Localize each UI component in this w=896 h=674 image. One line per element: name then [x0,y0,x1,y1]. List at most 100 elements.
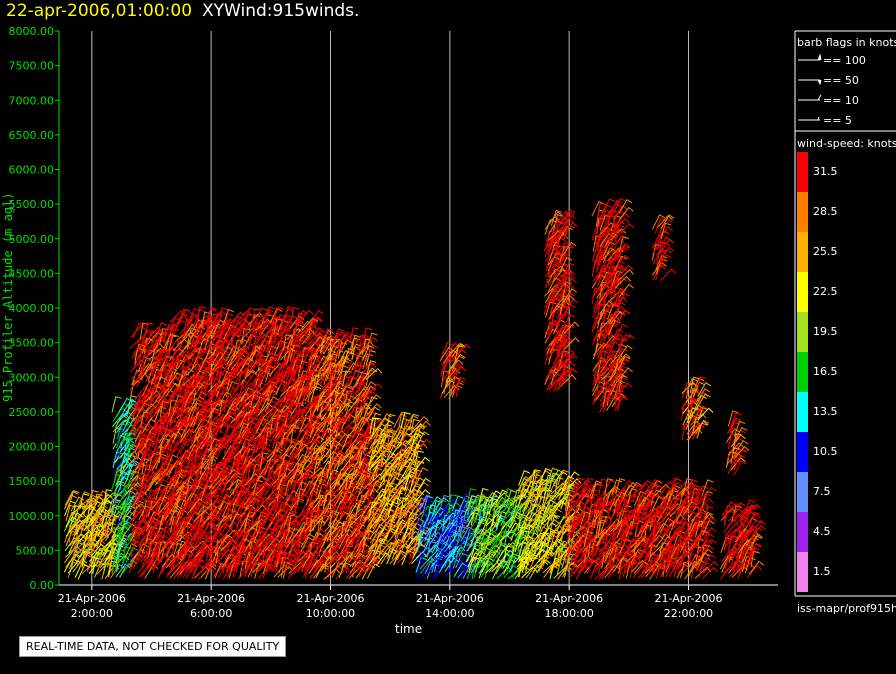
wind-barb [141,537,154,554]
wind-barb [247,408,261,424]
wind-barb [324,328,334,345]
wind-barb [280,308,294,324]
wind-barb [358,334,369,351]
wind-barb [247,547,260,564]
wind-barb [138,495,153,511]
wind-barb [297,402,307,419]
wind-barb [251,308,261,325]
wind-barb [300,322,317,336]
barb-flag-10: == 10 [823,94,859,107]
wind-barb [371,501,382,518]
wind-barb [363,327,372,345]
wind-barb [312,349,325,366]
y-tick-label: 1000.00 [9,510,55,523]
wind-barb [347,494,358,512]
wind-barb [122,499,134,516]
wind-barb [233,348,249,362]
wind-barb [230,410,247,424]
wind-barb [355,371,368,387]
wind-barb [172,542,184,559]
wind-barb [246,486,262,501]
wind-barb [404,530,421,545]
wind-barb [236,551,247,569]
wind-barb [401,419,413,436]
wind-barb [240,463,253,480]
wind-barb [369,480,382,496]
wind-barb [360,505,372,522]
wind-barb [77,491,91,507]
wind-barb [150,424,167,439]
wind-barb [247,464,256,481]
wind-barb [309,309,324,325]
wind-barb [255,375,268,392]
y-tick-label: 3000.00 [9,371,55,384]
wind-barb [240,455,255,470]
y-tick-label: 6000.00 [9,164,55,177]
wind-barb [262,508,278,522]
wind-barb [96,498,112,512]
wind-barb [167,519,183,533]
wind-barb [144,541,156,559]
wind-barb [394,521,407,538]
wind-barb [352,383,368,397]
wind-barb [229,482,245,497]
wind-barb [261,438,271,455]
wind-barb [257,546,274,559]
wind-barb [156,361,171,376]
wind-barb [361,361,376,377]
wind-barb [366,332,378,349]
wind-barb [327,417,340,433]
wind-barb [193,536,205,553]
wind-barb [355,474,370,490]
wind-barb [315,406,329,422]
wind-barb [248,377,262,393]
wind-barb [382,430,395,447]
colorbar-swatch [797,512,808,552]
wind-barb [154,498,166,515]
wind-barb [232,561,243,578]
wind-barb [315,341,332,354]
wind-barb [382,424,392,441]
wind-region [543,209,580,392]
wind-barb [133,518,149,533]
wind-barb [348,427,365,440]
wind-barb [169,386,183,402]
wind-barb [198,530,209,548]
wind-barb [293,440,309,455]
wind-barb [226,448,240,464]
wind-barb [210,399,226,414]
wind-barb [264,517,279,533]
y-tick-label: 7500.00 [9,60,55,73]
y-tick-label: 5000.00 [9,233,55,246]
wind-barb [365,367,383,380]
wind-barb [145,517,160,532]
wind-barb [269,417,279,435]
wind-barb [243,307,256,323]
wind-barb [138,505,152,521]
wind-barb [222,557,232,574]
wind-barb [340,495,351,512]
wind-barb [172,427,186,443]
wind-barb [341,464,356,479]
wind-barb [115,432,128,449]
wind-barb [366,383,383,396]
wind-barb [660,268,677,282]
wind-barb [179,367,195,382]
wind-barb [313,428,327,444]
wind-barb [251,530,262,547]
wind-barb [341,463,358,476]
wind-barb [223,313,234,330]
wind-barb [304,325,319,340]
wind-barb [200,415,209,432]
wind-barb [342,375,356,391]
wind-barb [258,422,273,438]
wind-barb [266,446,283,459]
wind-barb [254,483,265,501]
wind-barb [349,559,365,574]
wind-barb [200,435,216,450]
wind-barb [119,438,135,453]
wind-barb [207,497,223,512]
wind-barb [92,506,108,521]
wind-barb [205,523,220,539]
y-tick-label: 500.00 [16,544,55,557]
